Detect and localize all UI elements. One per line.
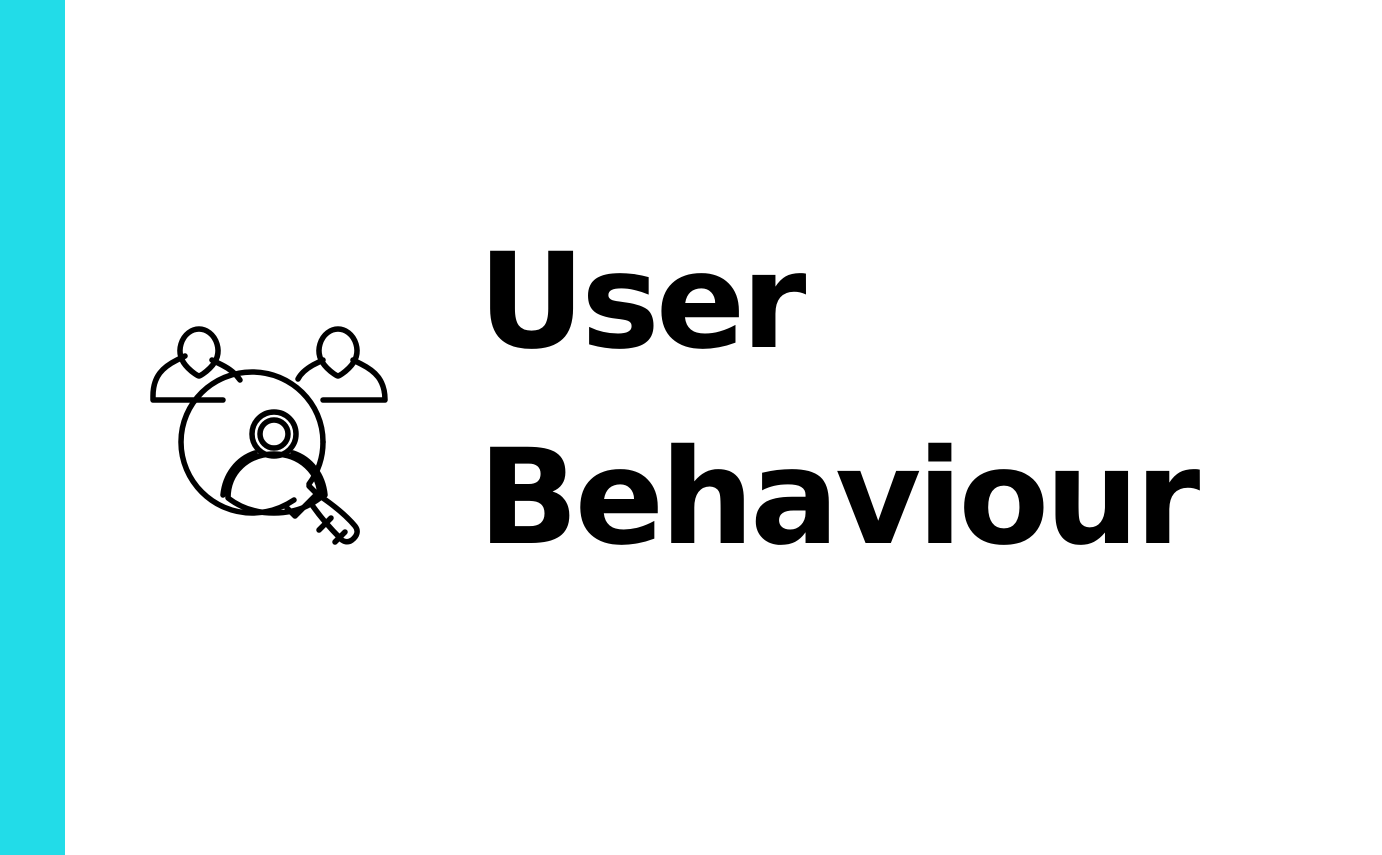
title-line-1: User — [478, 225, 806, 379]
right-user-icon — [295, 326, 388, 403]
left-user-icon — [150, 326, 243, 403]
magnifier-handle — [284, 483, 360, 545]
user-search-icon — [145, 310, 405, 570]
page-title: User Behaviour — [478, 225, 1200, 596]
title-line-2: Behaviour — [478, 421, 1200, 575]
accent-bar — [0, 0, 65, 855]
